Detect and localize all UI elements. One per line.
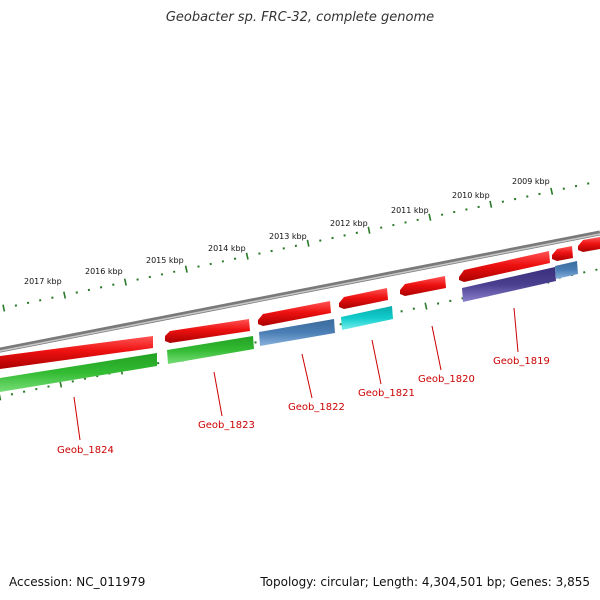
kbp-label: 2012 kbp <box>330 219 368 228</box>
major-tick <box>367 226 371 234</box>
feature-geob-1821[interactable] <box>341 306 393 330</box>
major-tick <box>63 291 67 299</box>
major-tick <box>306 239 310 247</box>
major-tick <box>245 252 249 260</box>
accession-text: Accession: NC_011979 <box>9 575 146 589</box>
map-title: Geobacter sp. FRC-32, complete genome <box>165 10 435 25</box>
feature-geob-1822[interactable] <box>259 319 335 346</box>
minor-tick <box>440 213 444 216</box>
forward-strand-genes <box>0 237 600 369</box>
feature-geob-1823[interactable] <box>167 336 254 364</box>
gene-label-geob-1821[interactable]: Geob_1821 <box>358 388 415 399</box>
gene-geob-1823-cds[interactable] <box>165 319 250 343</box>
kbp-label: 2009 kbp <box>512 177 550 186</box>
kbp-label: 2013 kbp <box>269 232 307 241</box>
minor-tick <box>10 393 14 396</box>
major-tick <box>2 304 6 312</box>
kbp-label: 2017 kbp <box>24 277 62 286</box>
outer-tick-ring <box>2 182 590 312</box>
feature-geob-1819[interactable] <box>462 267 556 302</box>
minor-tick <box>392 223 395 227</box>
major-tick <box>489 200 493 208</box>
gene-label-geob-1824[interactable]: Geob_1824 <box>57 445 114 456</box>
major-tick <box>424 302 428 310</box>
gene-label-geob-1823[interactable]: Geob_1823 <box>198 420 255 431</box>
kbp-label: 2011 kbp <box>391 206 429 215</box>
gene-geob-1822-cds[interactable] <box>258 301 331 326</box>
minor-tick <box>282 247 285 250</box>
feature-track <box>0 261 578 392</box>
major-tick <box>550 187 554 195</box>
leader-lines <box>73 307 519 441</box>
kbp-label: 2015 kbp <box>146 256 184 265</box>
gene-geob-1821-cds[interactable] <box>339 288 388 309</box>
gene-small-red-b[interactable] <box>578 237 600 252</box>
gene-small-red-a[interactable] <box>552 246 573 261</box>
major-tick <box>0 393 2 401</box>
gene-label-geob-1820[interactable]: Geob_1820 <box>418 374 475 385</box>
feature-geob-1824[interactable] <box>0 353 157 392</box>
minor-tick <box>233 257 237 261</box>
gene-label-geob-1822[interactable]: Geob_1822 <box>288 402 345 413</box>
kbp-label: 2016 kbp <box>85 267 123 276</box>
minor-tick <box>26 301 30 305</box>
minor-tick <box>75 291 78 294</box>
genome-backbone <box>0 230 600 353</box>
major-tick <box>184 265 188 273</box>
gene-labels: Geob_1824 Geob_1823 Geob_1822 Geob_1821 … <box>57 356 550 456</box>
gene-label-geob-1819[interactable]: Geob_1819 <box>493 356 550 367</box>
kbp-label: 2010 kbp <box>452 191 490 200</box>
genome-summary-text: Topology: circular; Length: 4,304,501 bp… <box>260 575 590 589</box>
kbp-label: 2014 kbp <box>208 244 246 253</box>
gene-geob-1824-cds[interactable] <box>0 336 153 369</box>
major-tick <box>428 213 432 221</box>
gene-geob-1819-cds[interactable] <box>459 251 550 282</box>
feature-small-steel[interactable] <box>555 261 578 279</box>
major-tick <box>123 278 127 286</box>
kbp-label-group: 2017 kbp 2016 kbp 2015 kbp 2014 kbp 2013… <box>24 177 550 286</box>
gene-geob-1820-cds[interactable] <box>400 276 446 296</box>
minor-tick <box>583 271 586 274</box>
